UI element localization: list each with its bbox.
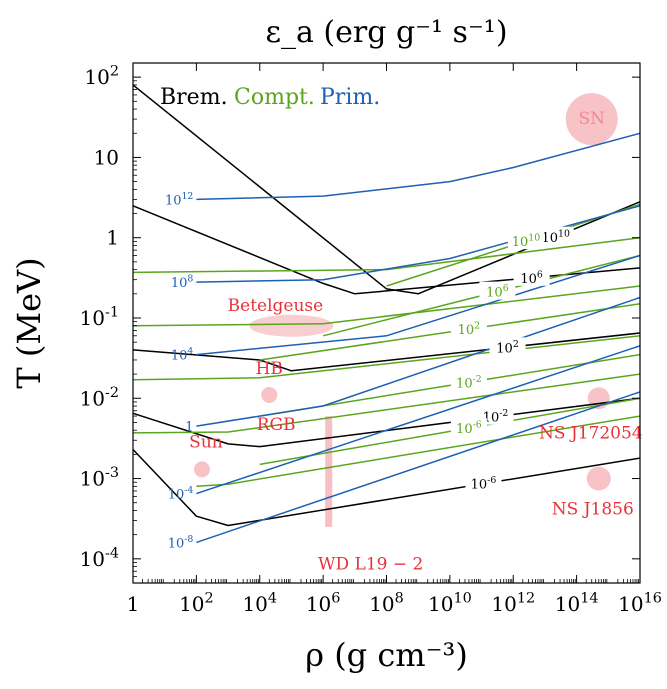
titles-layer: ε_a (erg g⁻¹ s⁻¹) ρ (g cm⁻³) T (MeV)	[10, 15, 508, 674]
ticks-layer: 1 102 104 106 108 1010 1012 1014 1016 10-4 10-3 10-…	[80, 63, 662, 616]
x-tick-label-4: 108	[369, 591, 404, 616]
curve-brem-1	[132, 205, 641, 295]
curve-label-prim-16: 108	[171, 274, 194, 291]
y-axis-label: T (MeV)	[10, 257, 48, 388]
chart-title: ε_a (erg g⁻¹ s⁻¹)	[265, 15, 507, 50]
curve-prim-15	[196, 132, 641, 201]
label-hb: HB	[256, 359, 283, 379]
label-ns-j172054: NS J172054	[539, 423, 643, 443]
marker-sn	[565, 93, 618, 146]
marker-betelgeuse	[249, 314, 334, 337]
curve-label-brem-4: 10-6	[471, 475, 497, 492]
curve-label-prim-19: 10-4	[168, 485, 194, 502]
curve-label-brem-0: 1010	[541, 228, 569, 245]
y-tick-label-4: 1	[106, 226, 119, 250]
curve-prim-19	[196, 345, 641, 495]
legend-entry-2: Prim.	[320, 85, 380, 110]
marker-hb	[261, 386, 278, 403]
curve-label-compt-5: 1010	[512, 233, 540, 250]
curve-label-bg-7	[450, 319, 487, 338]
marker-sun	[193, 461, 210, 478]
curve-brem-2	[132, 332, 641, 372]
legend-entry-0: Brem.	[160, 85, 228, 110]
astro-labels-layer: SN Betelgeuse HB RGB Sun WD L19 − 2 NS J172054…	[189, 109, 642, 574]
curve-prim-17	[196, 254, 641, 356]
curve-compt-9	[259, 397, 641, 466]
marker-wd-l19-2	[325, 416, 333, 527]
curve-label-bg-0	[537, 226, 574, 245]
curve-label-bg-1	[513, 267, 550, 286]
curve-prim-18	[196, 296, 641, 427]
label-sn: SN	[578, 109, 605, 129]
x-tick-label-8: 1016	[618, 591, 662, 616]
curve-label-compt-6: 106	[486, 283, 509, 300]
x-tick-label-1: 102	[179, 591, 214, 616]
label-betelgeuse: Betelgeuse	[228, 296, 324, 316]
curve-label-bg-6	[479, 281, 516, 300]
curve-label-compt-8: 10-2	[456, 374, 482, 391]
label-wd-l19-2: WD L19 − 2	[318, 555, 423, 575]
curve-label-compt-7: 102	[458, 321, 481, 338]
x-tick-label-5: 1010	[428, 591, 472, 616]
x-tick-label-3: 106	[306, 591, 341, 616]
curve-label-bg-5	[507, 231, 544, 250]
label-sun: Sun	[189, 432, 223, 452]
curve-label-prim-17: 104	[171, 346, 194, 363]
legend-entry-1: Compt.	[234, 85, 315, 110]
curve-label-brem-1: 106	[520, 269, 543, 286]
label-rgb: RGB	[257, 415, 296, 435]
x-tick-label-0: 1	[127, 592, 140, 616]
curve-labels-layer: 101010610210-210-6101010610210-210-61012…	[165, 191, 574, 551]
curve-label-brem-2: 102	[496, 339, 519, 356]
x-tick-label-6: 1012	[491, 591, 535, 616]
y-tick-label-6: 102	[84, 64, 119, 89]
x-axis-label: ρ (g cm⁻³)	[305, 636, 468, 674]
x-tick-label-7: 1014	[555, 591, 599, 616]
curve-compt-13	[132, 373, 641, 434]
curve-label-prim-20: 10-8	[168, 534, 194, 551]
curve-brem-4	[132, 448, 641, 527]
label-ns-j1856: NS J1856	[552, 500, 634, 520]
curve-label-bg-4	[465, 473, 502, 492]
curve-label-bg-8	[450, 372, 487, 391]
curve-label-bg-9	[450, 418, 487, 437]
marker-ns-j1856	[586, 466, 611, 491]
y-tick-label-1: 10-3	[80, 465, 119, 490]
curve-compt-11	[132, 285, 641, 327]
curve-label-bg-2	[489, 337, 526, 356]
x-tick-label-2: 104	[242, 591, 277, 616]
curve-label-prim-15: 1012	[165, 191, 193, 208]
y-tick-label-2: 10-2	[80, 385, 119, 410]
curve-label-compt-9: 10-6	[456, 420, 482, 437]
legend: Brem. Compt. Prim.	[160, 85, 380, 110]
curve-prim-20	[196, 391, 641, 544]
y-tick-label-0: 10-4	[80, 545, 119, 570]
y-tick-label-3: 10-1	[80, 305, 119, 330]
curve-label-prim-18: 1	[185, 420, 193, 435]
curve-brem-3	[132, 397, 641, 448]
y-tick-label-5: 10	[94, 145, 119, 169]
curve-compt-7	[259, 303, 641, 361]
